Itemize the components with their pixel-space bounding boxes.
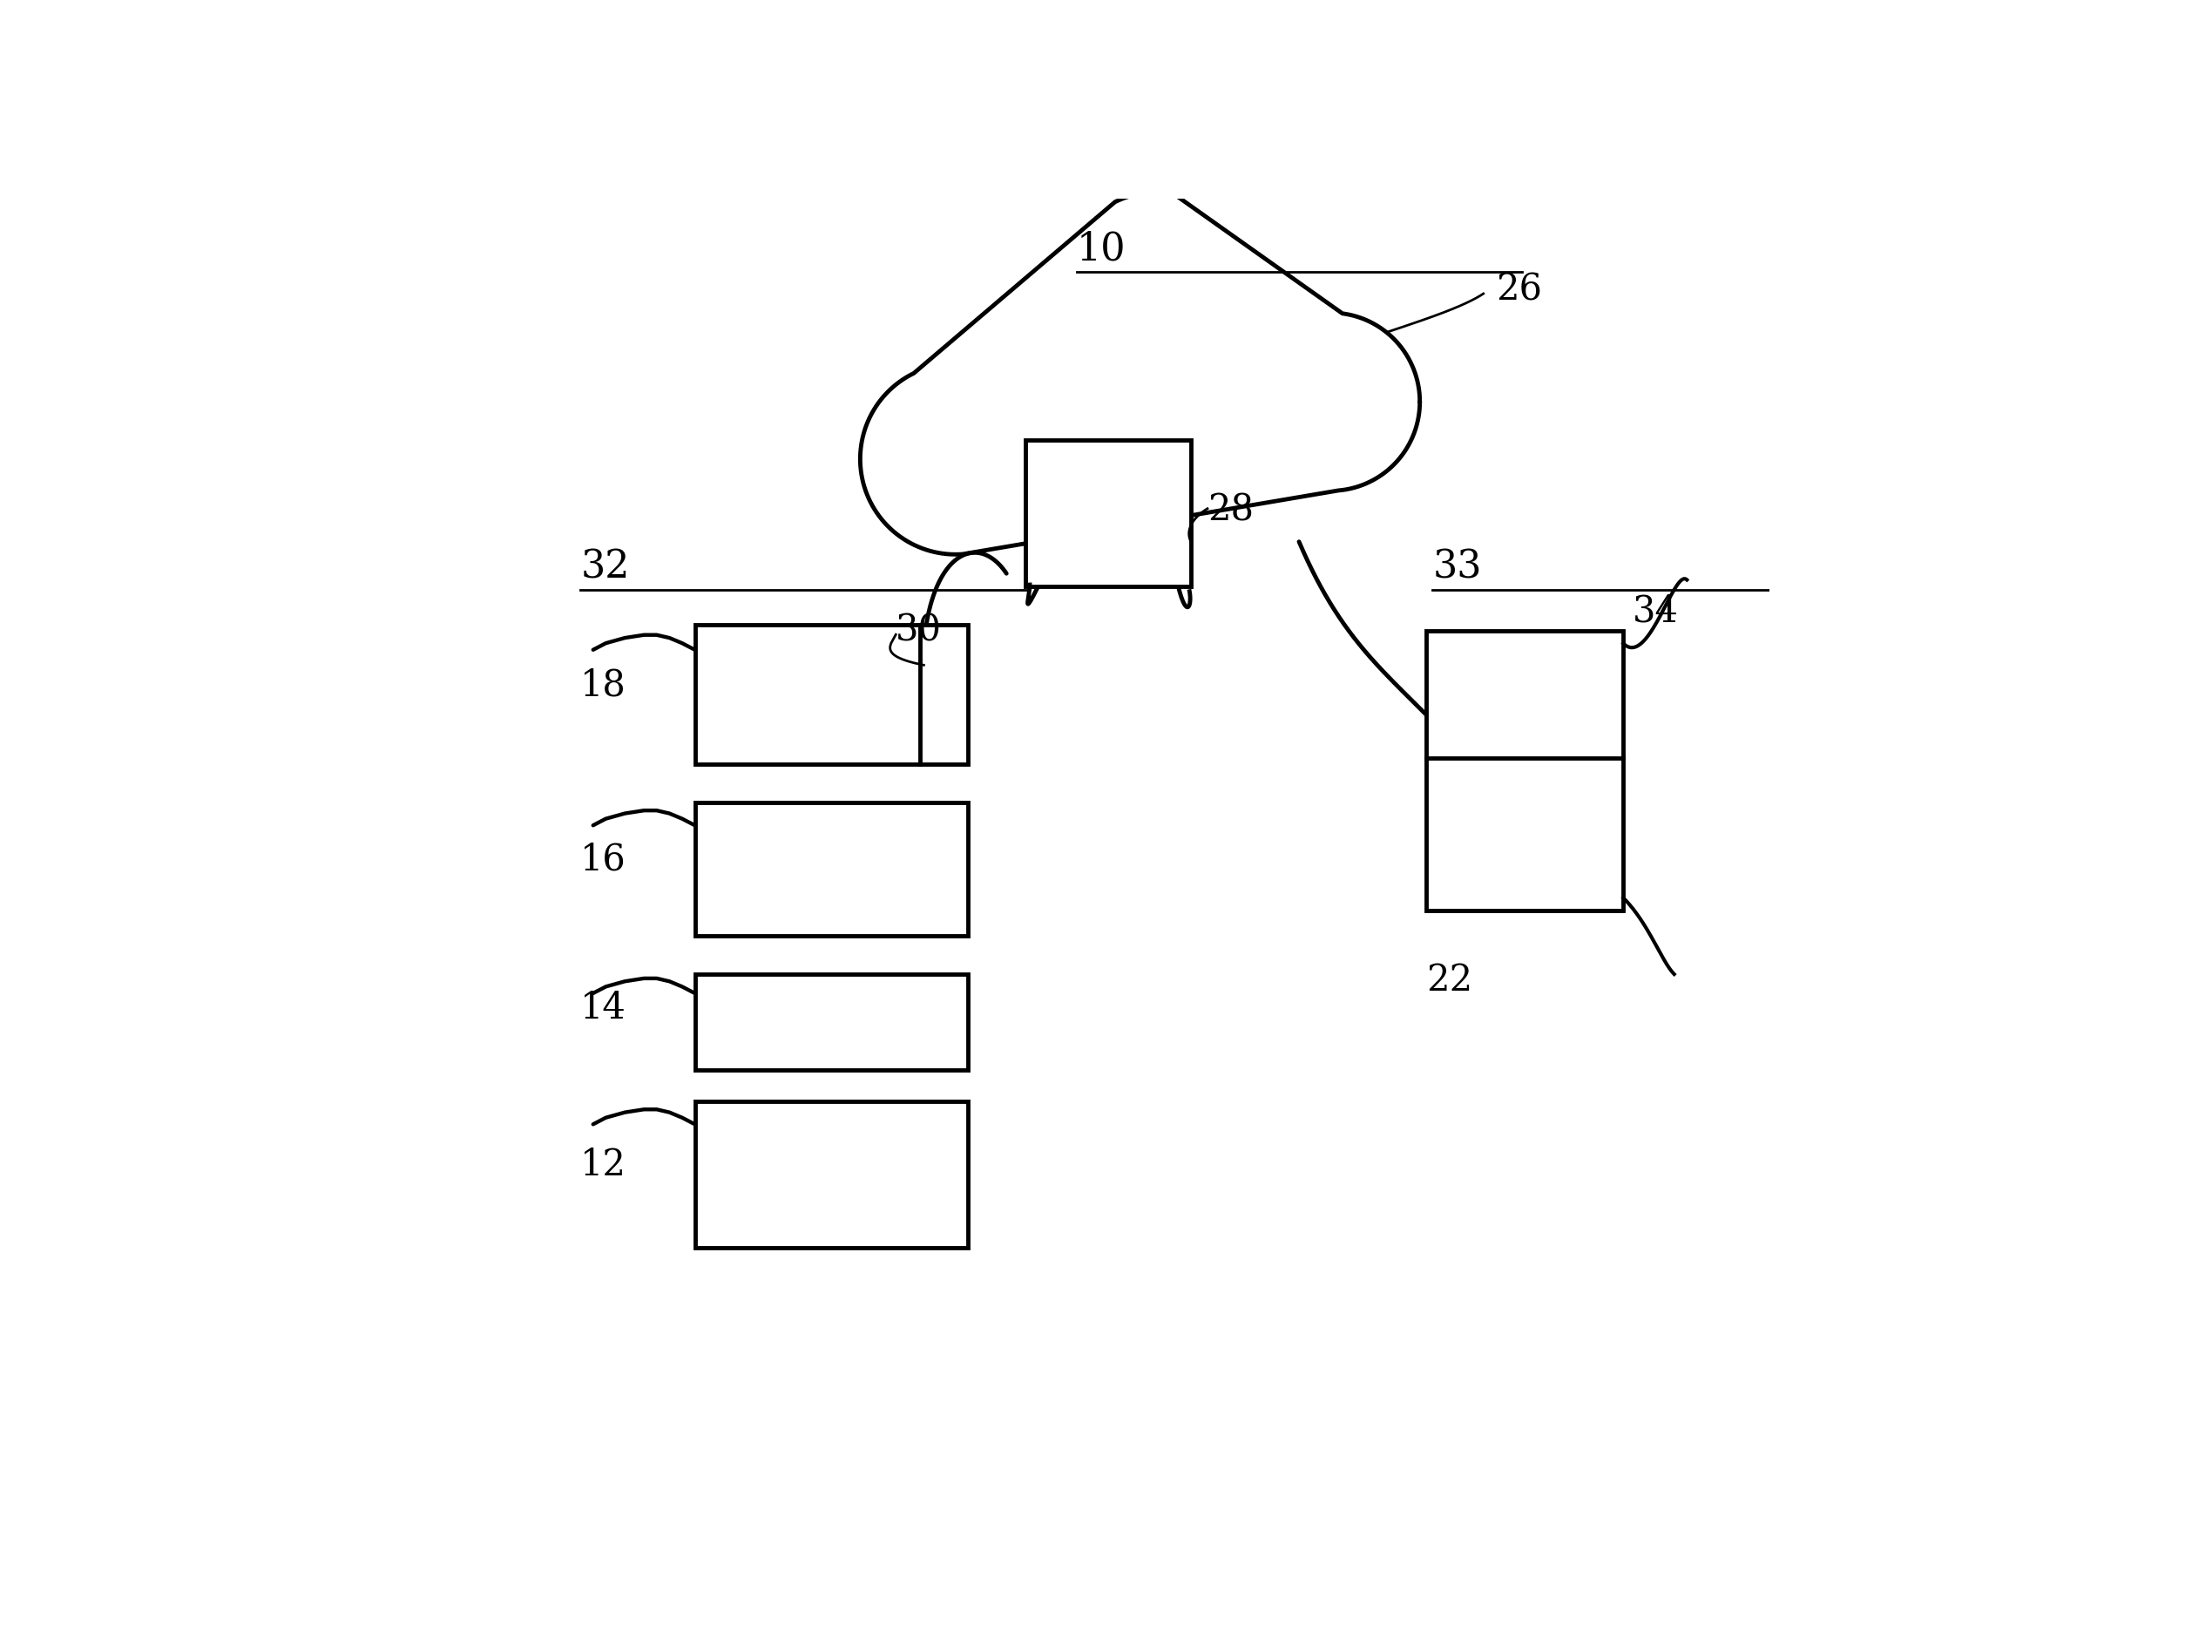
Text: 12: 12 [580, 1146, 626, 1183]
Text: 10: 10 [1077, 231, 1126, 268]
Text: 22: 22 [1427, 961, 1473, 999]
Text: 33: 33 [1433, 548, 1482, 586]
Bar [695, 975, 969, 1069]
Bar [695, 624, 969, 765]
Text: 14: 14 [580, 990, 626, 1028]
Bar [1427, 631, 1624, 910]
Polygon shape [860, 192, 1420, 555]
Text: 26: 26 [1495, 271, 1542, 309]
Bar [695, 1102, 969, 1247]
Text: 18: 18 [580, 667, 626, 704]
Text: 28: 28 [1208, 492, 1254, 529]
Bar [1026, 439, 1190, 586]
Text: 34: 34 [1632, 593, 1679, 629]
Text: 30: 30 [896, 613, 942, 649]
Text: 16: 16 [580, 841, 626, 877]
Bar [695, 803, 969, 937]
Text: 32: 32 [580, 548, 630, 586]
